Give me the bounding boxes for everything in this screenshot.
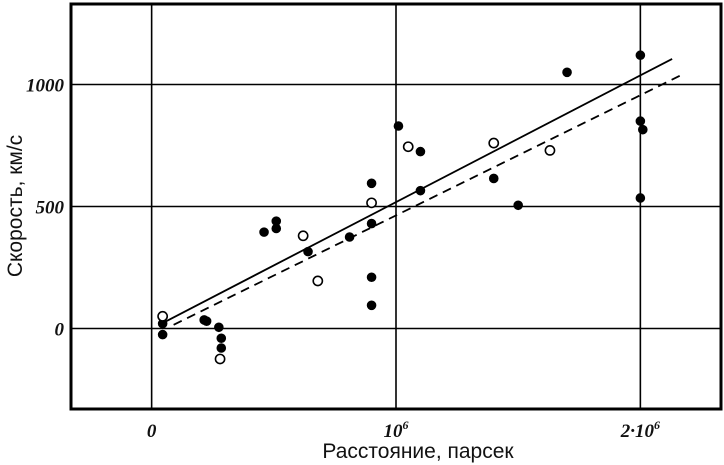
filled-point-10: [303, 246, 313, 257]
filled-point-13: [366, 218, 377, 229]
x-tick-label-2: 2·106: [620, 418, 660, 442]
filled-point-14: [366, 272, 377, 283]
filled-point-21: [562, 67, 572, 78]
filled-point-20: [513, 200, 523, 211]
grid-lines: [71, 4, 721, 409]
filled-point-22: [635, 50, 646, 61]
y-axis-label: Скорость, км/с: [4, 135, 27, 277]
open-point-7: [544, 144, 556, 156]
open-point-5: [402, 141, 414, 153]
filled-point-3: [201, 316, 212, 326]
open-point-2: [297, 230, 309, 242]
y-tick-label-2: 1000: [26, 76, 65, 97]
open-point-3: [312, 275, 324, 287]
filled-point-15: [366, 300, 377, 311]
filled-point-16: [393, 121, 404, 131]
x-tick-label-0: 0: [147, 421, 157, 442]
filled-point-23: [635, 116, 646, 126]
filled-point-6: [216, 343, 227, 353]
data-points: [157, 50, 648, 365]
y-tick-label-0: 0: [55, 319, 65, 340]
filled-point-17: [415, 146, 426, 157]
filled-point-19: [488, 173, 499, 184]
x-axis-label: Расстояние, парсек: [322, 440, 514, 463]
filled-point-24: [638, 124, 648, 135]
plot-frame: [69, 2, 723, 411]
open-point-0: [157, 310, 169, 322]
open-point-6: [488, 137, 500, 149]
filled-point-9: [271, 223, 282, 234]
y-tick-label-1: 500: [36, 198, 65, 219]
filled-point-7: [259, 227, 269, 237]
open-point-4: [366, 197, 377, 209]
filled-point-4: [214, 322, 224, 333]
filled-point-25: [635, 193, 646, 203]
filled-point-1: [157, 329, 168, 340]
filled-point-18: [415, 185, 426, 196]
filled-point-12: [366, 178, 377, 189]
filled-point-11: [344, 232, 355, 242]
open-point-1: [214, 353, 226, 365]
fit-line-dashed: [173, 73, 683, 326]
filled-point-5: [216, 333, 227, 344]
